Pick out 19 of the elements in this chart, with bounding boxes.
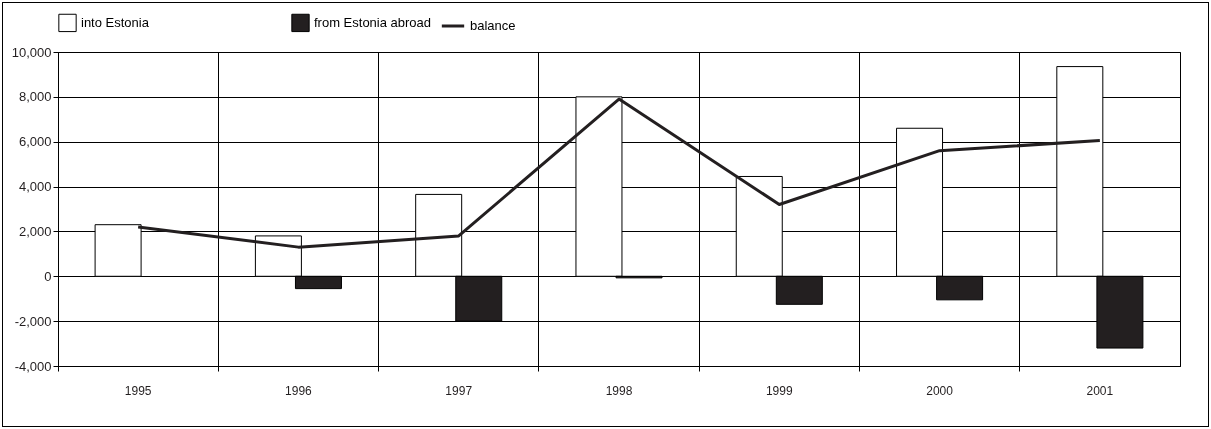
line-series [136, 97, 1102, 249]
legend-label: from Estonia abroad [314, 14, 432, 30]
x-tick-label: 1999 [765, 383, 793, 398]
y-tick-label: 6,000 [18, 134, 52, 150]
x-tick-label: 1995 [124, 383, 152, 398]
legend-label: into Estonia [81, 14, 150, 30]
y-tick-label: 4,000 [18, 179, 52, 195]
y-tick-label: 8,000 [18, 89, 52, 105]
y-tick-label: 0 [44, 268, 52, 284]
y-tick-label: 10,000 [11, 44, 52, 60]
y-tick-label: -2,000 [14, 313, 52, 329]
x-tick-label: 2000 [926, 383, 954, 398]
y-tick-label: -4,000 [14, 358, 52, 374]
x-tick-label: 1997 [445, 383, 473, 398]
x-tick-label: 2001 [1086, 383, 1114, 398]
x-tick-label: 1998 [605, 383, 633, 398]
legend-label: balance [470, 18, 516, 33]
x-tick-label: 1996 [285, 383, 313, 398]
y-tick-label: 2,000 [18, 223, 52, 239]
